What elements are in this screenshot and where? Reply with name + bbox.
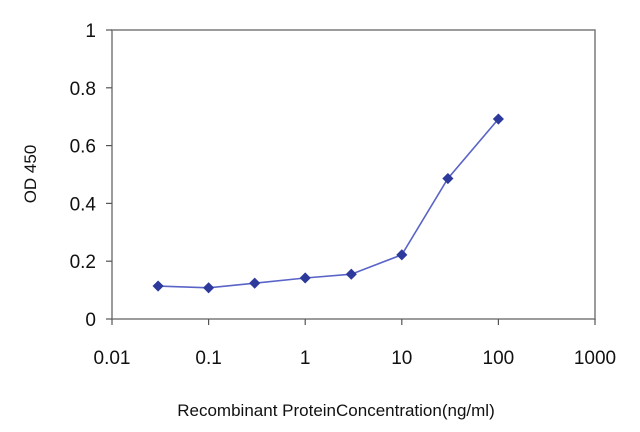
y-tick-label: 0	[85, 310, 96, 331]
y-tick-label: 0.8	[70, 79, 96, 100]
data-point-marker	[249, 277, 261, 289]
data-point-marker	[203, 282, 215, 294]
data-point-marker	[442, 172, 454, 185]
y-tick-label: 0.2	[70, 252, 96, 273]
x-tick-label: 0.01	[94, 348, 131, 369]
y-tick-label: 0.6	[70, 137, 96, 158]
data-point-marker	[299, 272, 311, 284]
y-axis-ticks: 0 0.2 0.4 0.6 0.8 1	[70, 21, 112, 331]
series-layer	[152, 113, 504, 294]
y-axis-title: OD 450	[21, 145, 40, 204]
y-tick-label: 0.4	[70, 194, 97, 215]
data-point-marker	[492, 113, 504, 125]
data-point-marker	[396, 249, 408, 261]
y-tick-label: 1	[85, 21, 96, 42]
x-axis-ticks: 0.01 0.1 1 10 100 1000	[94, 319, 616, 369]
plot-area	[111, 29, 596, 320]
x-tick-label: 100	[483, 348, 515, 369]
x-tick-label: 10	[391, 348, 412, 369]
data-point-marker	[152, 280, 164, 292]
x-tick-label: 0.1	[195, 348, 221, 369]
data-point-marker	[345, 268, 357, 280]
x-tick-label: 1000	[574, 348, 616, 369]
series-line	[158, 118, 500, 289]
x-axis-title: Recombinant ProteinConcentration(ng/ml)	[177, 401, 495, 420]
x-tick-label: 1	[300, 348, 311, 369]
